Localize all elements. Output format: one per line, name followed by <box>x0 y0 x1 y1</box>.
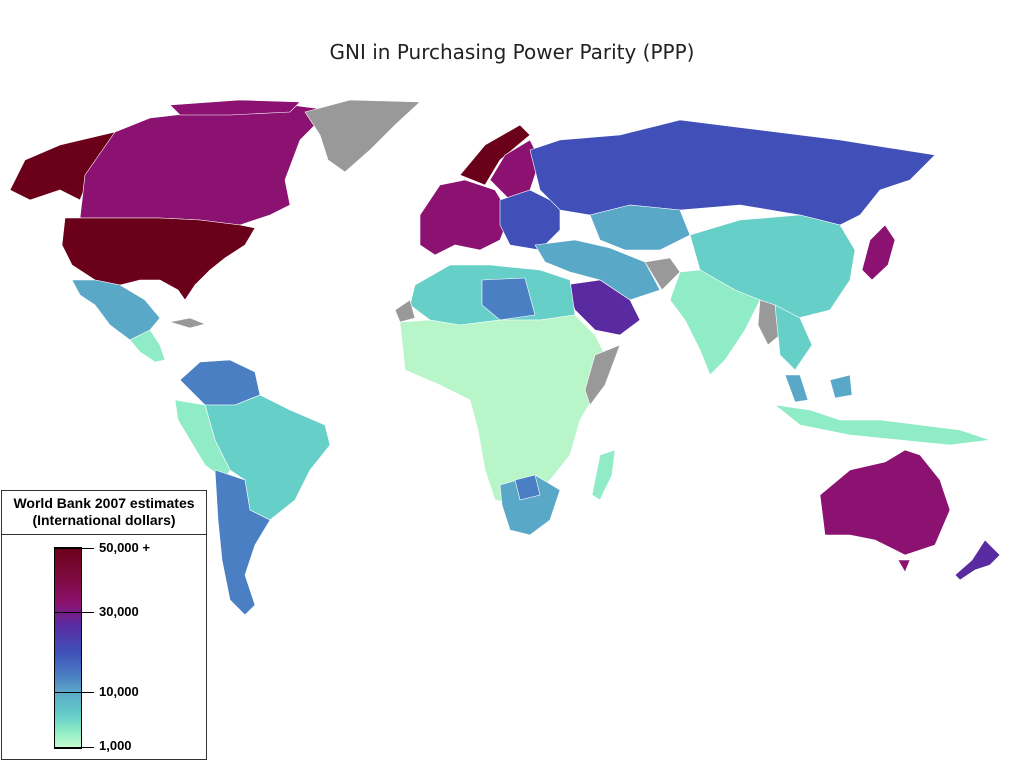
legend-label-30000: 30,000 <box>99 604 139 619</box>
region-cuba <box>169 317 206 329</box>
region-central-asia <box>589 204 691 251</box>
region-canada <box>79 104 331 226</box>
legend-title: World Bank 2007 estimates <box>13 495 195 511</box>
region-indonesia <box>773 404 991 446</box>
region-india <box>669 269 761 376</box>
legend-tick-10000 <box>54 692 94 693</box>
region-eastern-europe <box>499 189 561 251</box>
legend-label-50000: 50,000 + <box>99 540 150 555</box>
region-canada-islands <box>169 99 301 116</box>
legend-label-10000: 10,000 <box>99 684 139 699</box>
legend-label-1000: 1,000 <box>99 738 132 753</box>
legend-subtitle: (International dollars) <box>32 512 176 528</box>
region-madagascar <box>591 449 616 501</box>
legend-header: World Bank 2007 estimates (International… <box>2 491 206 535</box>
legend-tick-30000 <box>54 612 94 613</box>
legend: World Bank 2007 estimates (International… <box>1 490 207 760</box>
region-central-america <box>129 329 166 363</box>
region-botswana <box>514 474 541 501</box>
region-brazil <box>204 394 331 521</box>
region-libya <box>481 277 536 321</box>
region-somalia <box>584 344 621 406</box>
region-south-africa <box>499 474 561 536</box>
region-russia <box>529 119 936 226</box>
region-australia <box>819 449 951 556</box>
region-southern-cone <box>214 469 271 616</box>
region-myanmar <box>757 299 781 346</box>
region-turkey-iran <box>534 239 661 301</box>
region-malaysia-philippines <box>784 374 853 403</box>
region-western-europe <box>419 179 511 256</box>
region-mexico <box>71 279 161 341</box>
region-tasmania <box>897 559 911 573</box>
region-sub-saharan-africa <box>399 314 611 506</box>
region-western-sahara <box>394 299 416 323</box>
legend-color-scale <box>54 547 82 749</box>
region-greenland <box>304 99 421 173</box>
legend-tick-50000 <box>54 548 94 549</box>
region-norway <box>459 124 531 186</box>
region-arabia <box>564 279 641 336</box>
region-southeast-asia <box>774 304 813 371</box>
region-japan <box>861 224 896 281</box>
slide-title: GNI in Purchasing Power Parity (PPP) <box>329 40 695 64</box>
region-new-zealand <box>954 539 1001 581</box>
legend-tick-1000 <box>54 747 94 748</box>
region-usa <box>61 217 256 301</box>
region-northern-south-america <box>179 359 261 406</box>
